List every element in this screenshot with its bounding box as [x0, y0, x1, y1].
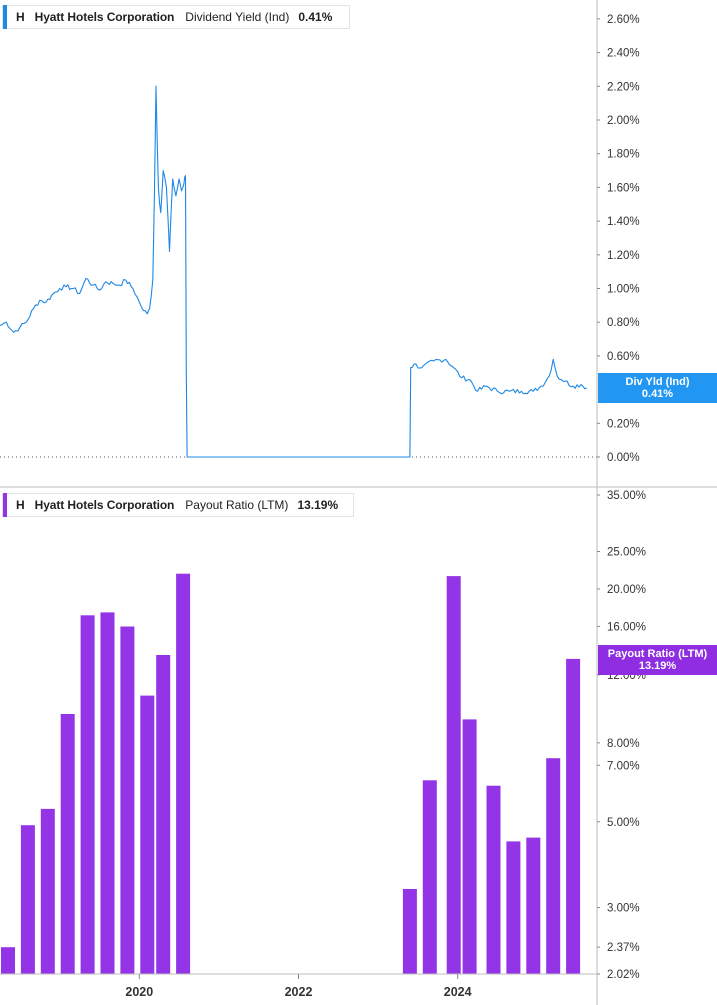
y-tick-label: 5.00% [607, 817, 640, 829]
x-tick-label: 2024 [444, 985, 472, 999]
y-tick-label: 3.00% [607, 903, 640, 915]
payout-tag-value: 13.19% [638, 660, 677, 672]
payout-y-axis: 35.00%25.00%20.00%16.00%12.00%8.00%7.00%… [597, 490, 646, 981]
y-tick-label: 2.37% [607, 942, 640, 954]
payout-bar [140, 695, 155, 974]
y-tick-label: 1.20% [607, 250, 640, 262]
y-tick-label: 2.00% [607, 115, 640, 127]
payout-tag-label: Payout Ratio (LTM) [607, 648, 708, 660]
y-tick-label: 0.20% [607, 418, 640, 430]
y-tick-label: 2.20% [607, 81, 640, 93]
payout-bar [40, 808, 55, 974]
payout-bar [462, 719, 477, 974]
legend-ticker: H [16, 10, 25, 24]
payout-bar [20, 825, 35, 974]
x-axis: 2020 2022 2024 [125, 974, 472, 999]
y-tick-label: 1.00% [607, 284, 640, 296]
payout-bar [566, 658, 581, 974]
y-tick-label: 25.00% [607, 547, 646, 559]
dividend-y-axis: 2.60% 2.40% 2.20% 2.00% 1.80% 1.60% 1.40% 1.20%… [597, 14, 640, 464]
payout-legend: H Hyatt Hotels Corporation Payout Ratio … [2, 493, 354, 517]
dividend-value-tag: Div Yld (Ind) 0.41% [598, 373, 717, 403]
payout-bar [546, 758, 561, 974]
legend-metric: Payout Ratio (LTM) [185, 498, 289, 512]
legend-value: 0.41% [298, 10, 333, 24]
payout-bar [422, 780, 437, 974]
legend-ticker: H [16, 498, 25, 512]
payout-bar [80, 615, 95, 974]
y-tick-label: 16.00% [607, 621, 646, 633]
dividend-tag-value: 0.41% [641, 388, 674, 400]
legend-company: Hyatt Hotels Corporation [34, 10, 175, 24]
payout-bar [486, 785, 501, 974]
y-tick-label: 0.00% [607, 452, 640, 464]
legend-value: 13.19% [297, 498, 339, 512]
y-tick-label: 1.40% [607, 216, 640, 228]
payout-bar [506, 841, 521, 974]
payout-bar [120, 626, 135, 974]
payout-bar [60, 714, 75, 974]
payout-bar [526, 837, 541, 974]
y-tick-label: 7.00% [607, 760, 640, 772]
payout-bar [446, 576, 461, 974]
y-tick-label: 0.80% [607, 317, 640, 329]
y-tick-label: 2.02% [607, 969, 640, 981]
y-tick-label: 1.80% [607, 149, 640, 161]
y-tick-label: 2.40% [607, 48, 640, 60]
dividend-yield-line [0, 85, 587, 458]
legend-metric: Dividend Yield (Ind) [185, 10, 290, 24]
payout-value-tag: Payout Ratio (LTM) 13.19% [598, 645, 717, 675]
y-tick-label: 35.00% [607, 490, 646, 502]
dividend-yield-series [0, 85, 587, 458]
y-tick-label: 2.60% [607, 14, 640, 26]
payout-legend-swatch [3, 493, 7, 517]
payout-bar [1, 947, 15, 974]
x-tick-label: 2020 [125, 985, 153, 999]
dividend-legend-swatch [3, 5, 7, 29]
payout-bar [156, 655, 171, 974]
y-tick-label: 8.00% [607, 738, 640, 750]
x-tick-label: 2022 [285, 985, 313, 999]
payout-ratio-bars [1, 573, 581, 974]
dividend-tag-label: Div Yld (Ind) [625, 376, 690, 388]
payout-bar [176, 573, 191, 974]
payout-bar [402, 889, 417, 974]
payout-bar [100, 612, 115, 974]
y-tick-label: 1.60% [607, 182, 640, 194]
y-tick-label: 20.00% [607, 584, 646, 596]
legend-company: Hyatt Hotels Corporation [34, 498, 175, 512]
y-tick-label: 0.60% [607, 351, 640, 363]
dividend-legend: H Hyatt Hotels Corporation Dividend Yiel… [2, 5, 350, 29]
